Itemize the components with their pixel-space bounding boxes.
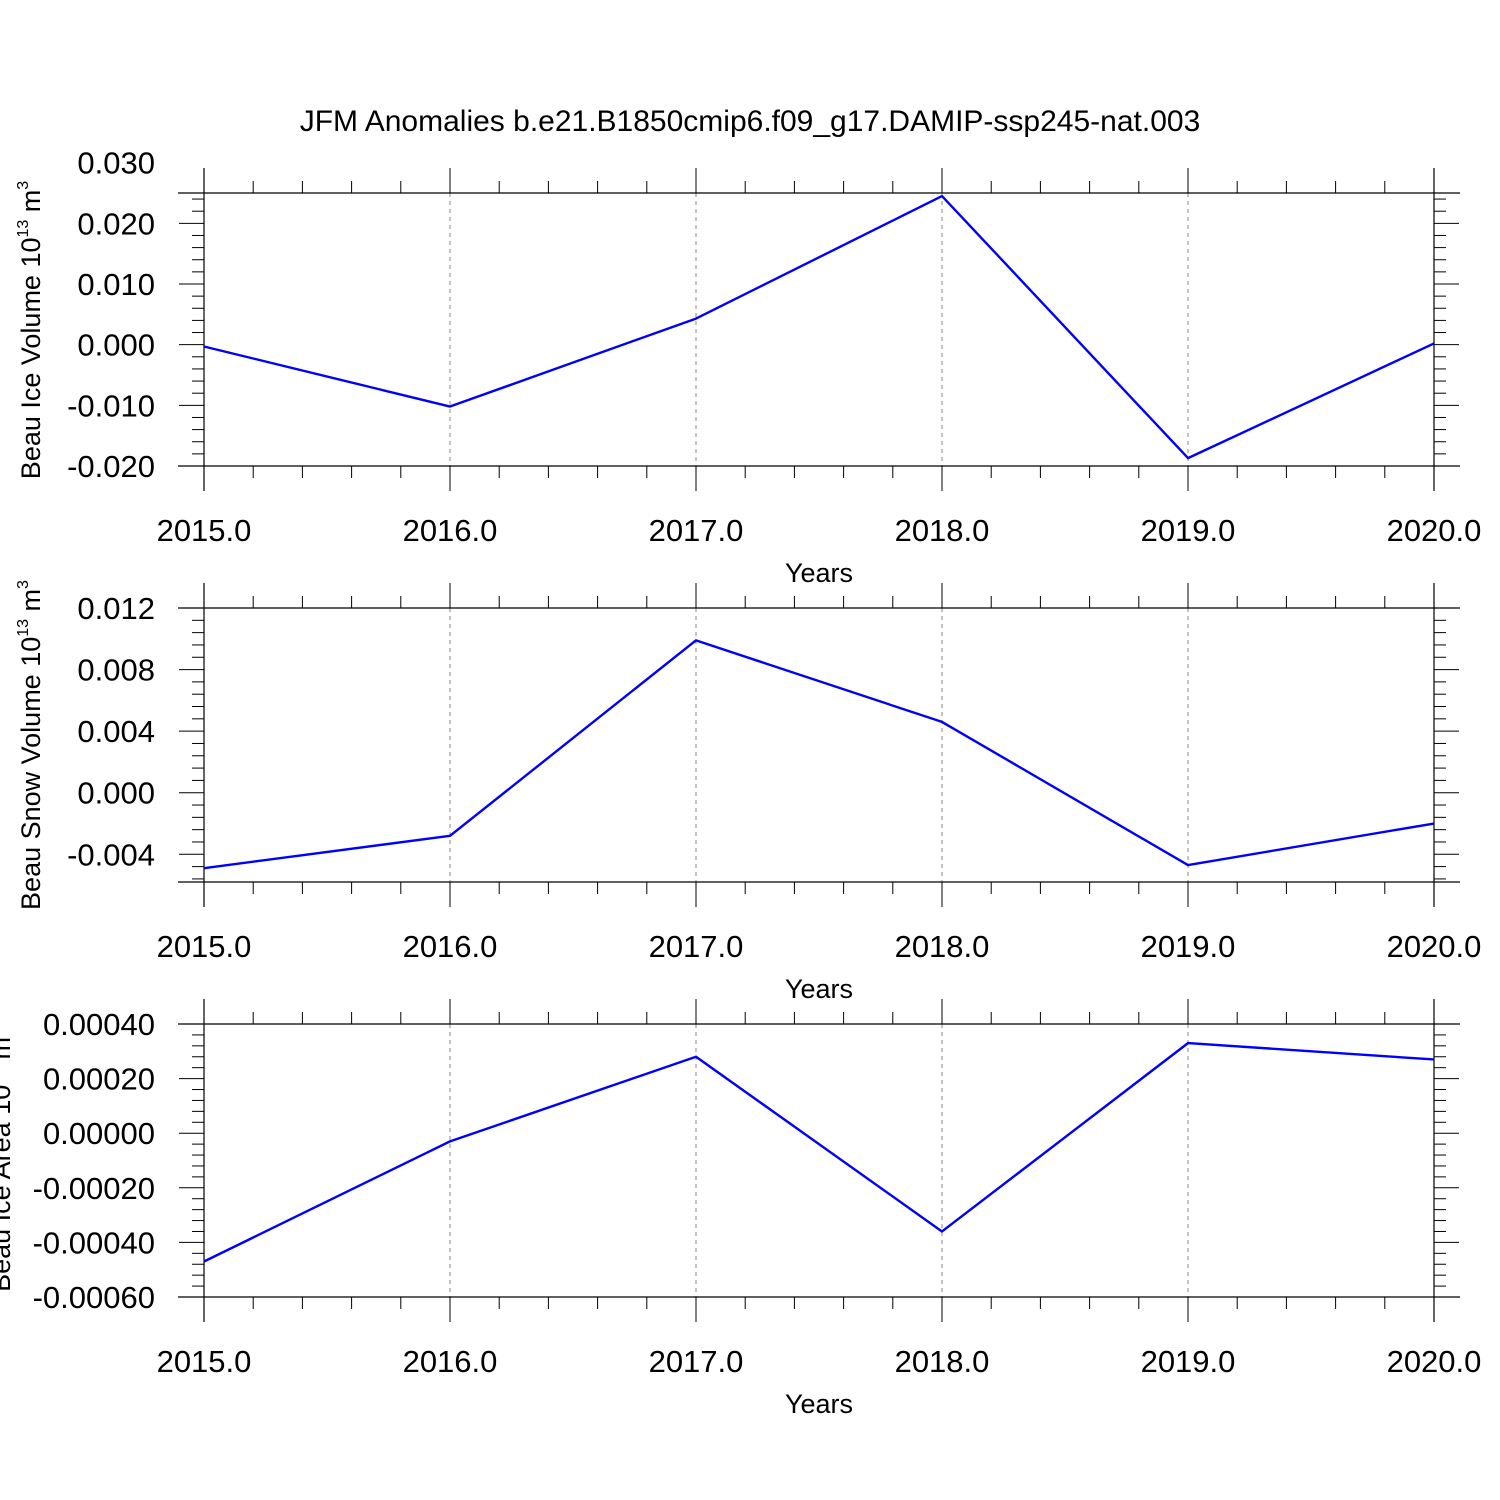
y-tick-label: 0.000	[77, 776, 155, 811]
y-tick-label: 0.010	[77, 267, 155, 302]
x-tick-label: 2018.0	[895, 513, 990, 548]
y-tick-label: 0.00000	[43, 1116, 155, 1151]
y-axis-title-unit: m	[16, 589, 46, 619]
y-axis-title-unit: m	[16, 190, 46, 220]
y-axis-title-unit-exponent: 2	[0, 1028, 2, 1037]
y-tick-label: 0.020	[77, 206, 155, 241]
y-tick-label: 0.00020	[43, 1062, 155, 1097]
x-axis-title: Years	[785, 558, 853, 588]
x-tick-label: 2015.0	[157, 1344, 252, 1379]
y-axis-title: Beau Ice Area 1013 m2	[0, 1028, 16, 1292]
x-tick-label: 2016.0	[403, 1344, 498, 1379]
y-axis-title-base: Beau Ice Area 10	[0, 1085, 16, 1292]
y-tick-label: -0.004	[67, 837, 155, 872]
x-tick-label: 2019.0	[1141, 513, 1236, 548]
y-tick-label: 0.004	[77, 714, 155, 749]
y-tick-label: -0.020	[67, 449, 155, 484]
series-line	[203, 194, 1435, 460]
y-axis-title-base: Beau Snow Volume 10	[16, 637, 46, 910]
x-tick-label: 2018.0	[895, 929, 990, 964]
series-line	[203, 639, 1435, 870]
y-axis-title-exponent: 13	[0, 1067, 2, 1085]
x-tick-label: 2017.0	[649, 929, 744, 964]
y-tick-label: 0.000	[77, 328, 155, 363]
x-axis-title: Years	[785, 1389, 853, 1419]
y-axis-title-base: Beau Ice Volume 10	[16, 238, 46, 480]
panel-3: 0.00040 0.00020 0.00000 -0.00020 -0.00040 -0.…	[0, 999, 1481, 1419]
y-axis-title: Beau Snow Volume 1013 m3	[15, 580, 46, 910]
y-axis-title-unit-exponent: 3	[15, 580, 32, 589]
y-tick-label: 0.00040	[43, 1007, 155, 1042]
x-tick-label: 2016.0	[403, 929, 498, 964]
y-axis-title-unit-exponent: 3	[15, 181, 32, 190]
panel-2: 0.012 0.008 0.004 0.000 -0.004 2015.0 2016.0 20…	[15, 580, 1481, 1004]
x-tick-label: 2020.0	[1387, 513, 1482, 548]
x-tick-label: 2019.0	[1141, 929, 1236, 964]
y-axis-title-exponent: 13	[15, 220, 32, 238]
x-tick-label: 2015.0	[157, 929, 252, 964]
y-tick-label: -0.00040	[33, 1225, 155, 1260]
y-tick-label: 0.030	[77, 146, 155, 181]
y-tick-label: -0.00020	[33, 1171, 155, 1206]
y-tick-label: 0.012	[77, 591, 155, 626]
series-line	[203, 1041, 1435, 1263]
y-tick-label: -0.00060	[33, 1280, 155, 1315]
x-tick-label: 2017.0	[649, 513, 744, 548]
x-tick-label: 2020.0	[1387, 1344, 1482, 1379]
y-tick-label: 0.008	[77, 653, 155, 688]
x-tick-label: 2016.0	[403, 513, 498, 548]
x-tick-label: 2020.0	[1387, 929, 1482, 964]
x-tick-label: 2019.0	[1141, 1344, 1236, 1379]
y-tick-label: -0.010	[67, 388, 155, 423]
y-axis-title: Beau Ice Volume 1013 m3	[15, 181, 46, 479]
y-axis-title-unit: m	[0, 1037, 16, 1067]
x-tick-label: 2015.0	[157, 513, 252, 548]
x-tick-label: 2017.0	[649, 1344, 744, 1379]
x-axis-title: Years	[785, 974, 853, 1004]
chart-title: JFM Anomalies b.e21.B1850cmip6.f09_g17.D…	[300, 105, 1201, 138]
y-axis-title-exponent: 13	[15, 619, 32, 637]
x-tick-label: 2018.0	[895, 1344, 990, 1379]
